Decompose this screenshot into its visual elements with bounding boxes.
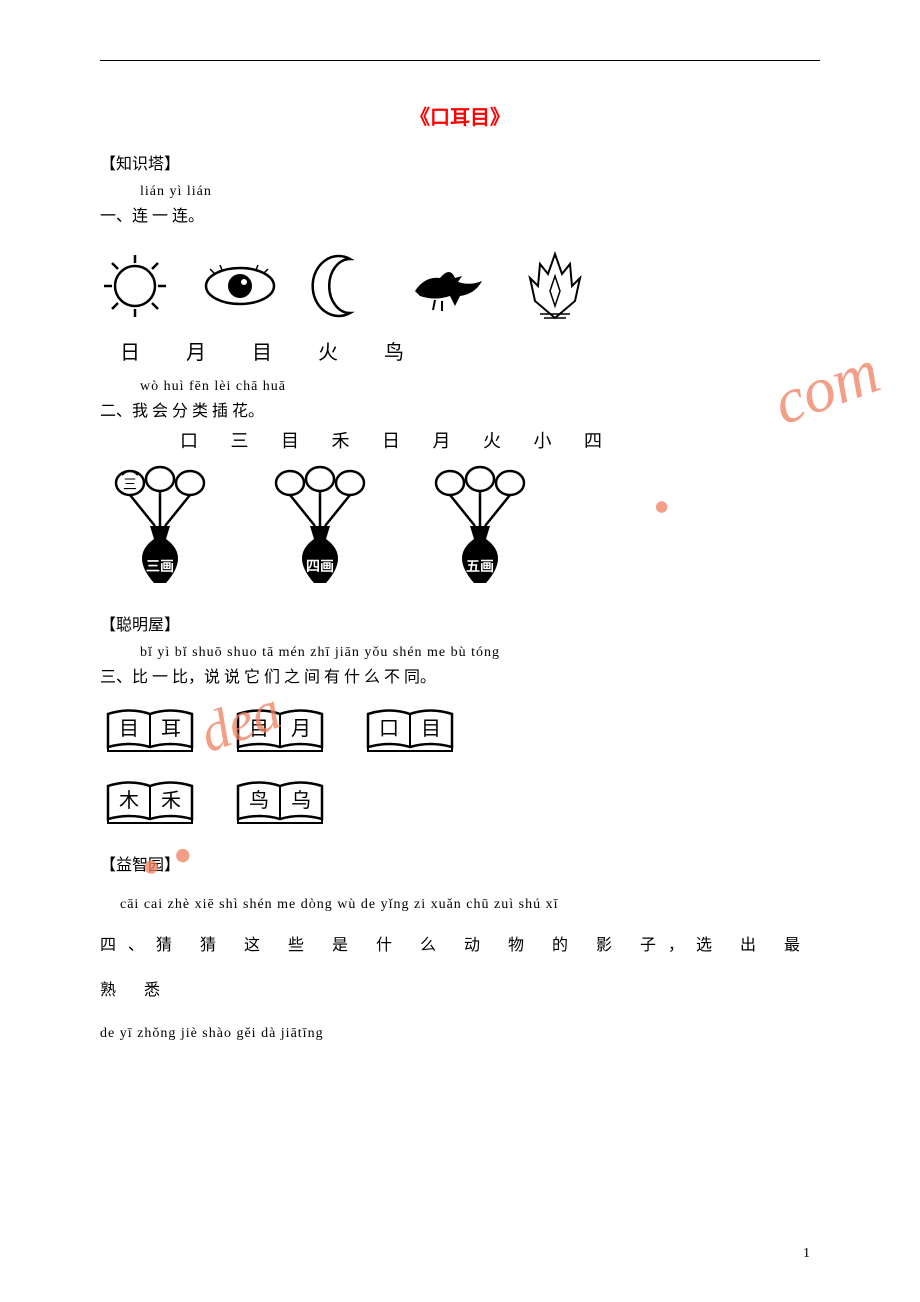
pictograph-row bbox=[100, 246, 820, 326]
q1-pinyin: lián yì lián bbox=[140, 184, 820, 200]
book-row-2: 木 禾 鸟 乌 bbox=[100, 771, 820, 831]
vase-row: 三 三画 四画 五画 bbox=[100, 461, 820, 591]
svg-text:口: 口 bbox=[379, 718, 399, 740]
char-mu: 目 bbox=[252, 336, 272, 365]
q1-block: lián yì lián 一、连 一 连。 bbox=[100, 184, 820, 365]
char-huo: 火 bbox=[318, 336, 338, 365]
q4-hanzi-1: 四、猜 猜 这 些 是 什 么 动 物 的 影 子，选 出 最 熟 悉 bbox=[100, 924, 820, 1014]
svg-text:禾: 禾 bbox=[161, 789, 181, 812]
q2-block: wò huì fēn lèi chā huā 二、我 会 分 类 插 花。 口 … bbox=[100, 379, 820, 591]
q3-hanzi: 三、比 一 比，说 说 它 们 之 间 有 什 么 不 同。 bbox=[100, 663, 820, 687]
svg-text:耳: 耳 bbox=[161, 718, 181, 740]
q4-block: cāi cai zhè xiē shì shén me dòng wù de y… bbox=[100, 885, 820, 1053]
book-icon-3: 口 目 bbox=[360, 699, 460, 759]
page-number: 1 bbox=[803, 1246, 810, 1262]
q1-hanzi: 一、连 一 连。 bbox=[100, 202, 820, 226]
q2-char-list: 口 三 目 禾 日 月 火 小 四 bbox=[180, 427, 820, 453]
q4-pinyin-2: de yī zhǒng jiè shào gěi dà jiātīng bbox=[100, 1014, 820, 1053]
book-icon-4: 木 禾 bbox=[100, 771, 200, 831]
svg-text:鸟: 鸟 bbox=[249, 789, 269, 812]
flower-char-san: 三 bbox=[123, 478, 137, 493]
sun-icon bbox=[100, 251, 170, 321]
fire-icon bbox=[520, 246, 590, 326]
vase-label-3: 五画 bbox=[466, 559, 494, 575]
char-yue: 月 bbox=[186, 336, 206, 365]
vase-3hua: 三 三画 bbox=[100, 461, 220, 591]
book-icon-2: 目 月 bbox=[230, 699, 330, 759]
book-icon-5: 鸟 乌 bbox=[230, 771, 330, 831]
q2-pinyin: wò huì fēn lèi chā huā bbox=[140, 379, 820, 395]
section2-label: 【聪明屋】 bbox=[100, 611, 820, 635]
book-icon-1: 目 耳 bbox=[100, 699, 200, 759]
moon-icon bbox=[310, 251, 370, 321]
char-niao: 鸟 bbox=[384, 336, 404, 365]
svg-text:目: 目 bbox=[249, 718, 269, 740]
section1-label: 【知识塔】 bbox=[100, 150, 820, 174]
vase-5hua: 五画 bbox=[420, 461, 540, 591]
svg-text:目: 目 bbox=[421, 718, 441, 740]
vase-label-1: 三画 bbox=[146, 559, 174, 575]
eye-icon bbox=[200, 261, 280, 311]
bird-icon bbox=[400, 256, 490, 316]
book-row-1: 目 耳 目 月 口 目 bbox=[100, 699, 820, 759]
vase-4hua: 四画 bbox=[260, 461, 380, 591]
svg-text:木: 木 bbox=[119, 789, 139, 812]
svg-text:乌: 乌 bbox=[291, 789, 311, 812]
page-title: 《口耳目》 bbox=[100, 101, 820, 130]
top-divider bbox=[100, 60, 820, 61]
q4-pinyin-1: cāi cai zhè xiē shì shén me dòng wù de y… bbox=[120, 885, 820, 924]
q2-hanzi: 二、我 会 分 类 插 花。 bbox=[100, 397, 820, 421]
q3-pinyin: bǐ yì bǐ shuō shuo tā mén zhī jiān yǒu s… bbox=[140, 645, 820, 661]
svg-text:月: 月 bbox=[291, 718, 311, 740]
section3-label: 【益智园】 bbox=[100, 851, 820, 875]
svg-text:目: 目 bbox=[119, 718, 139, 740]
char-ri: 日 bbox=[120, 336, 140, 365]
q1-char-row: 日 月 目 火 鸟 bbox=[120, 336, 820, 365]
vase-label-2: 四画 bbox=[306, 559, 334, 575]
q3-block: bǐ yì bǐ shuō shuo tā mén zhī jiān yǒu s… bbox=[100, 645, 820, 831]
